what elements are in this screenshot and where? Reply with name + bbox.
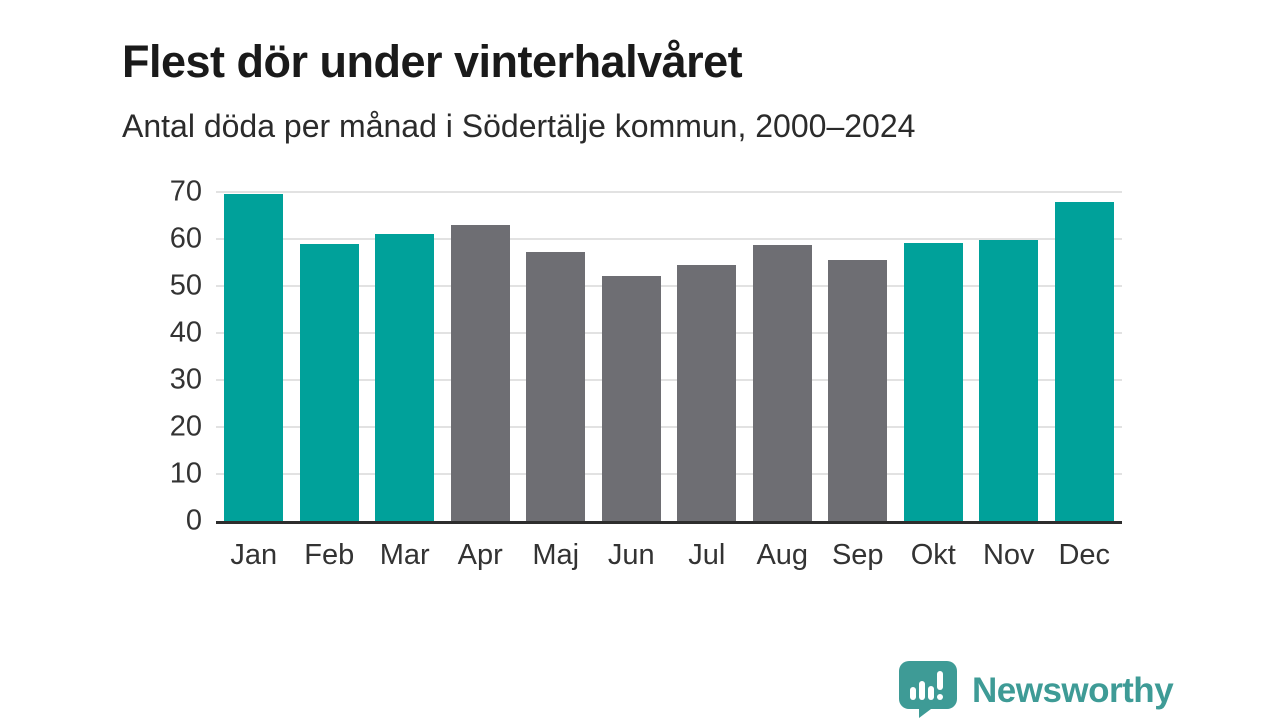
y-tick-label-40: 40 bbox=[169, 316, 202, 349]
bar-okt bbox=[903, 243, 963, 521]
gridline-50 bbox=[216, 285, 1122, 287]
bar-aug bbox=[752, 244, 812, 521]
bar-band-jan bbox=[216, 192, 292, 521]
x-tick-label-maj: Maj bbox=[532, 539, 580, 571]
x-axis-labels: Jan Feb Mar Apr Maj Jun Jul Aug Sep Okt Nov Dec bbox=[216, 538, 1122, 573]
x-tick-label-feb: Feb bbox=[304, 539, 355, 571]
bars bbox=[216, 192, 1122, 521]
x-tick-label-apr: Apr bbox=[457, 539, 503, 571]
bar-feb bbox=[299, 243, 359, 521]
bar-jan bbox=[224, 194, 284, 521]
bar-band-sep bbox=[820, 192, 896, 521]
bar-band-aug bbox=[745, 192, 821, 521]
bar-band-jul bbox=[669, 192, 745, 521]
x-tick-label-sep: Sep bbox=[831, 539, 884, 571]
gridline-70 bbox=[216, 191, 1122, 193]
x-tick-label-aug: Aug bbox=[756, 539, 809, 571]
gridline-40 bbox=[216, 332, 1122, 334]
bar-nov bbox=[979, 239, 1039, 521]
bar-sep bbox=[828, 260, 888, 521]
x-tick-label-jan: Jan bbox=[230, 539, 278, 571]
bar-jun bbox=[601, 275, 661, 521]
gridline-30 bbox=[216, 379, 1122, 381]
bar-band-maj bbox=[518, 192, 594, 521]
plot-area bbox=[216, 191, 1122, 524]
x-tick-label-mar: Mar bbox=[379, 539, 430, 571]
y-axis-labels: 0 10 20 30 40 50 60 70 bbox=[100, 177, 202, 535]
y-tick-label-50: 50 bbox=[169, 269, 202, 302]
x-tick-label-dec: Dec bbox=[1058, 539, 1111, 571]
gridline-20 bbox=[216, 426, 1122, 428]
x-tick-label-nov: Nov bbox=[982, 539, 1035, 571]
bar-dec bbox=[1054, 202, 1114, 521]
bar-apr bbox=[450, 225, 510, 521]
bar-band-jun bbox=[594, 192, 670, 521]
y-tick-label-70: 70 bbox=[169, 175, 202, 208]
y-tick-label-10: 10 bbox=[169, 457, 202, 490]
bar-jul bbox=[677, 264, 737, 521]
y-tick-label-30: 30 bbox=[169, 363, 202, 396]
bar-mar bbox=[375, 233, 435, 521]
newsworthy-logo: Newsworthy bbox=[897, 660, 1174, 723]
chart-subtitle: Antal döda per månad i Södertälje kommun… bbox=[122, 108, 916, 144]
x-tick-label-jul: Jul bbox=[688, 539, 726, 571]
gridline-60 bbox=[216, 238, 1122, 240]
chart-title: Flest dör under vinterhalvåret bbox=[122, 36, 743, 88]
y-tick-label-0: 0 bbox=[185, 504, 202, 537]
y-tick-label-20: 20 bbox=[169, 410, 202, 443]
bar-maj bbox=[526, 251, 586, 521]
x-tick-label-jun: Jun bbox=[607, 539, 655, 571]
bar-band-okt bbox=[896, 192, 972, 521]
bar-band-feb bbox=[292, 192, 368, 521]
gridline-10 bbox=[216, 473, 1122, 475]
bar-band-mar bbox=[367, 192, 443, 521]
bar-band-nov bbox=[971, 192, 1047, 521]
newsworthy-logo-text: Newsworthy bbox=[972, 671, 1174, 710]
gridlines bbox=[216, 191, 1122, 521]
bar-band-apr bbox=[443, 192, 519, 521]
newsworthy-logo-icon bbox=[897, 660, 959, 723]
bar-band-dec bbox=[1047, 192, 1123, 521]
y-tick-label-60: 60 bbox=[169, 222, 202, 255]
x-tick-label-okt: Okt bbox=[910, 539, 956, 571]
